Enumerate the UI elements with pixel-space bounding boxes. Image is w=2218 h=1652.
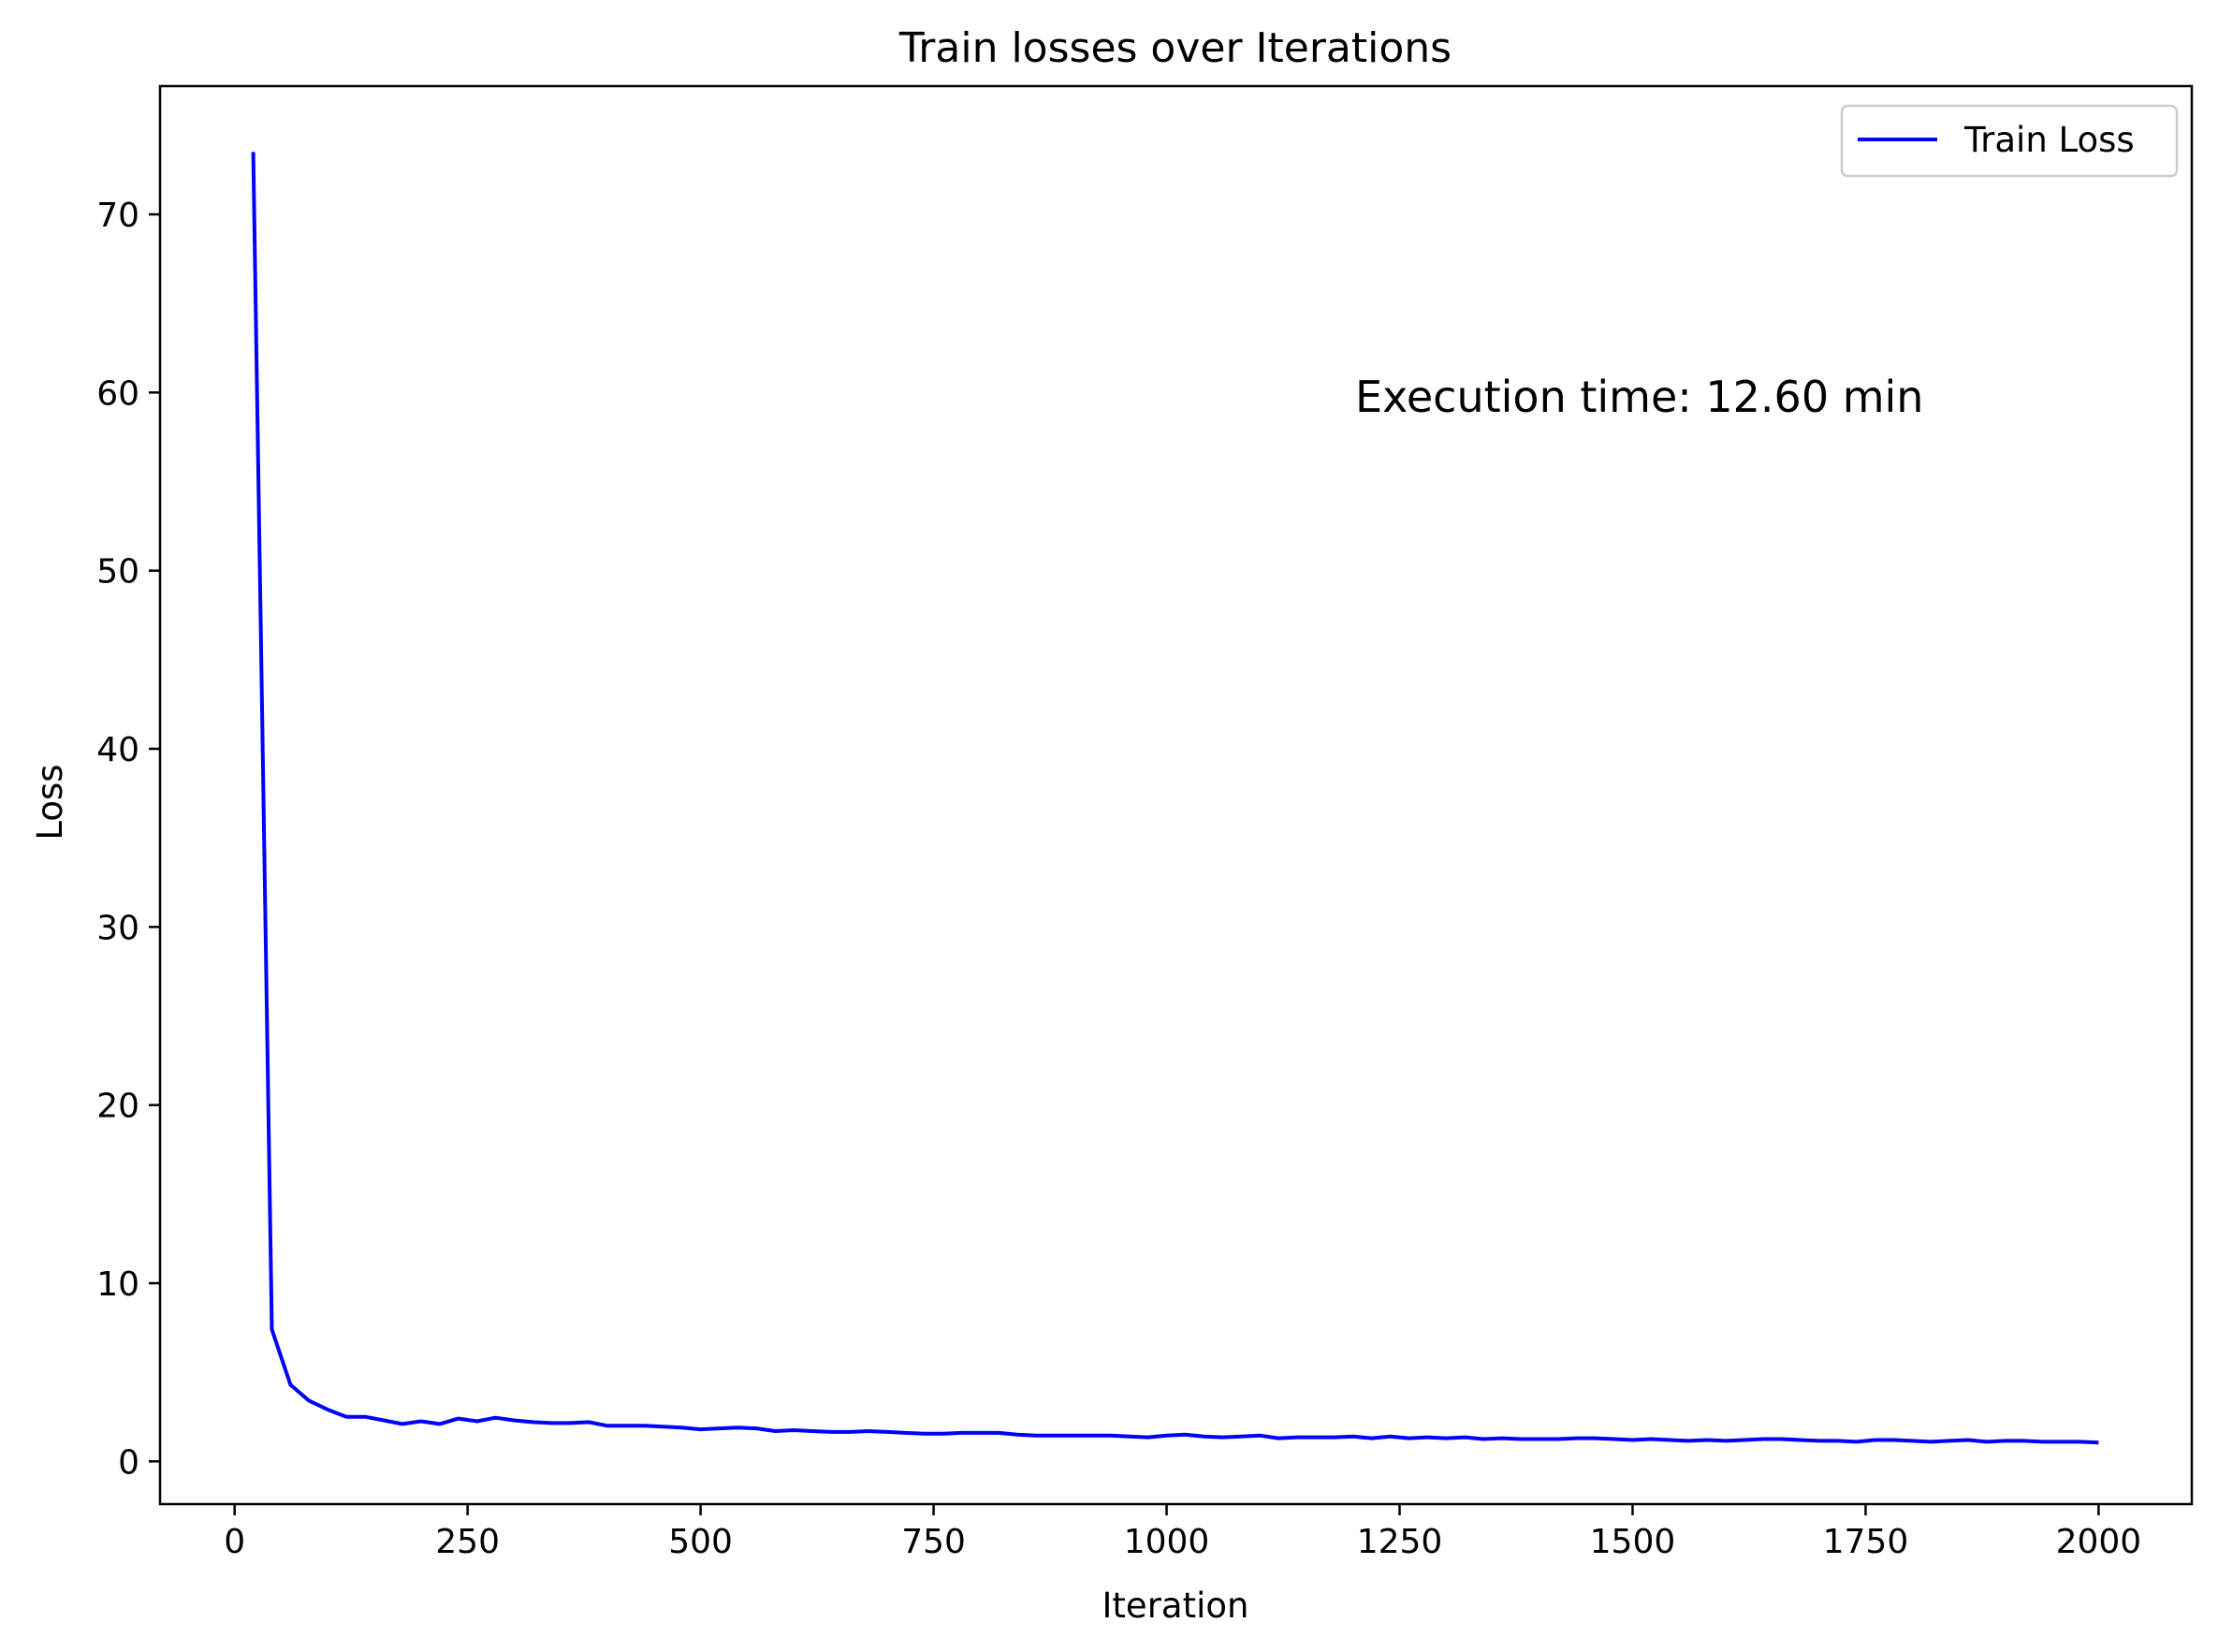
x-tick-label: 500 (668, 1523, 733, 1561)
x-axis-ticks: 0 250 500 750 1000 1250 1500 1750 2000 (224, 1504, 2141, 1561)
x-tick-label: 250 (435, 1523, 500, 1561)
x-axis-label: Iteration (1102, 1586, 1249, 1626)
chart-title: Train losses over Iterations (898, 24, 1452, 72)
y-tick-label: 10 (96, 1265, 139, 1304)
y-tick-label: 50 (96, 553, 139, 592)
x-tick-label: 1250 (1357, 1523, 1443, 1561)
legend: Train Loss (1840, 104, 2179, 178)
x-tick-label: 1000 (1124, 1523, 1210, 1561)
train-loss-line (251, 152, 2099, 1445)
plot-frame (158, 84, 2194, 1506)
x-tick-label: 0 (224, 1523, 245, 1561)
y-tick-label: 30 (96, 909, 139, 947)
legend-box (1840, 104, 2179, 178)
y-tick-label: 40 (96, 731, 139, 769)
y-tick-label: 0 (118, 1443, 139, 1482)
y-tick-label: 70 (96, 197, 139, 235)
x-tick-label: 2000 (2056, 1523, 2142, 1561)
execution-time-annotation: Execution time: 12.60 min (1355, 372, 1923, 422)
x-tick-label: 1750 (1823, 1523, 1909, 1561)
y-axis-label: Loss (30, 764, 70, 840)
legend-label: Train Loss (1963, 120, 2135, 160)
x-tick-label: 1500 (1590, 1523, 1676, 1561)
y-axis-ticks: 0 10 20 30 40 50 60 70 (96, 197, 160, 1482)
y-tick-label: 60 (96, 374, 139, 413)
y-tick-label: 20 (96, 1088, 139, 1126)
x-tick-label: 750 (901, 1523, 966, 1561)
